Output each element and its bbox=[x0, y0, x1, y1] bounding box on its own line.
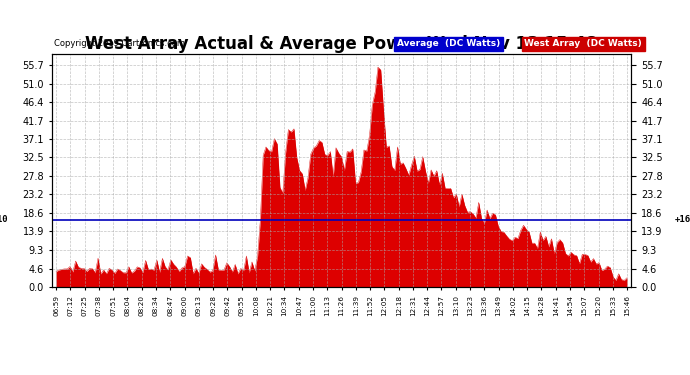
Title: West Array Actual & Average Power Wed Nov 13 15:48: West Array Actual & Average Power Wed No… bbox=[86, 36, 598, 54]
Text: +16.810: +16.810 bbox=[0, 215, 8, 224]
Text: +16.810: +16.810 bbox=[675, 215, 690, 224]
Text: Average  (DC Watts): Average (DC Watts) bbox=[397, 39, 500, 48]
Text: Copyright 2019 Cartronics.com: Copyright 2019 Cartronics.com bbox=[54, 39, 185, 48]
Text: West Array  (DC Watts): West Array (DC Watts) bbox=[524, 39, 642, 48]
